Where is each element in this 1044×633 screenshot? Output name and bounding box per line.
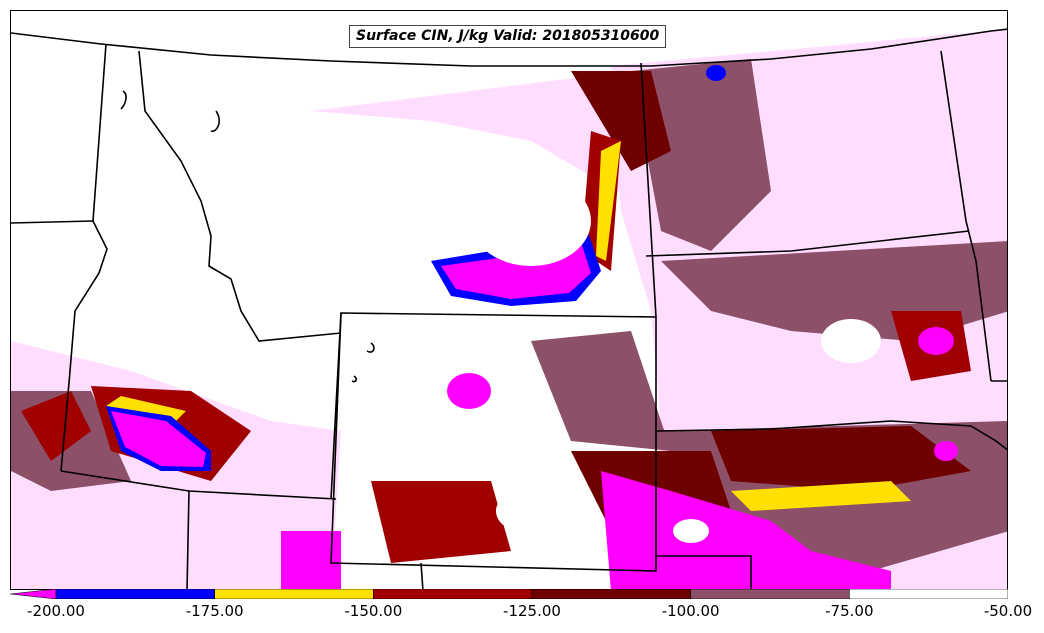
cin-mauve-band [631,59,771,251]
cin-magenta-core [934,441,958,461]
colorbar-tick-label: -75.00 [825,602,874,620]
map-canvas [11,11,1007,589]
cin-white-patch [821,319,881,363]
border-nv-ut [186,490,190,589]
cin-map: Surface CIN, J/kg Valid: 201805310600 [10,10,1008,590]
cin-white-patch [496,491,546,531]
border-id-wy [330,312,342,500]
cin-magenta-core [111,411,206,467]
cin-pink-field [311,71,651,211]
map-title: Surface CIN, J/kg Valid: 201805310600 [349,25,667,48]
colorbar-tick-label: -200.00 [27,602,85,620]
colorbar-segment [690,589,850,599]
cin-yellow-streak [731,481,911,511]
border-id-mt [138,50,342,342]
cin-magenta-core [281,531,341,589]
cin-white-patch [471,176,591,266]
cin-red-band [371,481,511,563]
lake-outline [210,110,220,132]
lake-outline [120,90,127,110]
state-borders [11,28,1007,589]
border-wa-id [92,43,107,222]
colorbar-tick-label: -125.00 [503,602,561,620]
canada-us-border [11,28,1007,67]
cin-magenta-core [447,373,491,409]
border-mt-nd [640,62,657,318]
border-or-id [11,220,108,472]
colorbar-tick-label: -175.00 [185,602,244,620]
colorbar-extend-triangle [10,589,57,599]
colorbar [10,589,1008,599]
colorbar-segment [373,589,533,599]
lake-outline [366,342,375,353]
cin-yellow-streak [106,396,186,421]
colorbar-segment [531,589,691,599]
cin-magenta-core [601,471,891,589]
colorbar-tick-label: -50.00 [983,602,1033,620]
colorbar-segment [849,589,1008,599]
border-mn-ia [970,425,1007,451]
border-co [420,562,424,589]
colorbar-segment [55,589,215,599]
cin-white-patch [673,519,709,543]
colorbar-segment [214,589,374,599]
cin-blue-core [706,65,726,81]
cin-red-band [21,391,91,461]
colorbar-ticks: -200.00 -175.00 -150.00 -125.00 -100.00 -75.0… [0,600,1044,630]
colorbar-tick-label: -100.00 [661,602,720,620]
border-sd-ne [655,420,972,432]
border-ne-south [656,555,752,589]
cin-dark-red-band [711,426,971,491]
border-nd-sd [645,230,970,257]
cin-magenta-core [918,327,954,355]
border-nd-mn [940,50,992,382]
cin-fill-layer [11,11,1007,589]
colorbar-tick-label: -150.00 [344,602,403,620]
lake-outline [351,375,357,383]
cin-yellow-streak [596,141,621,261]
cin-mauve-band [531,331,671,451]
border-wyoming [330,312,657,572]
